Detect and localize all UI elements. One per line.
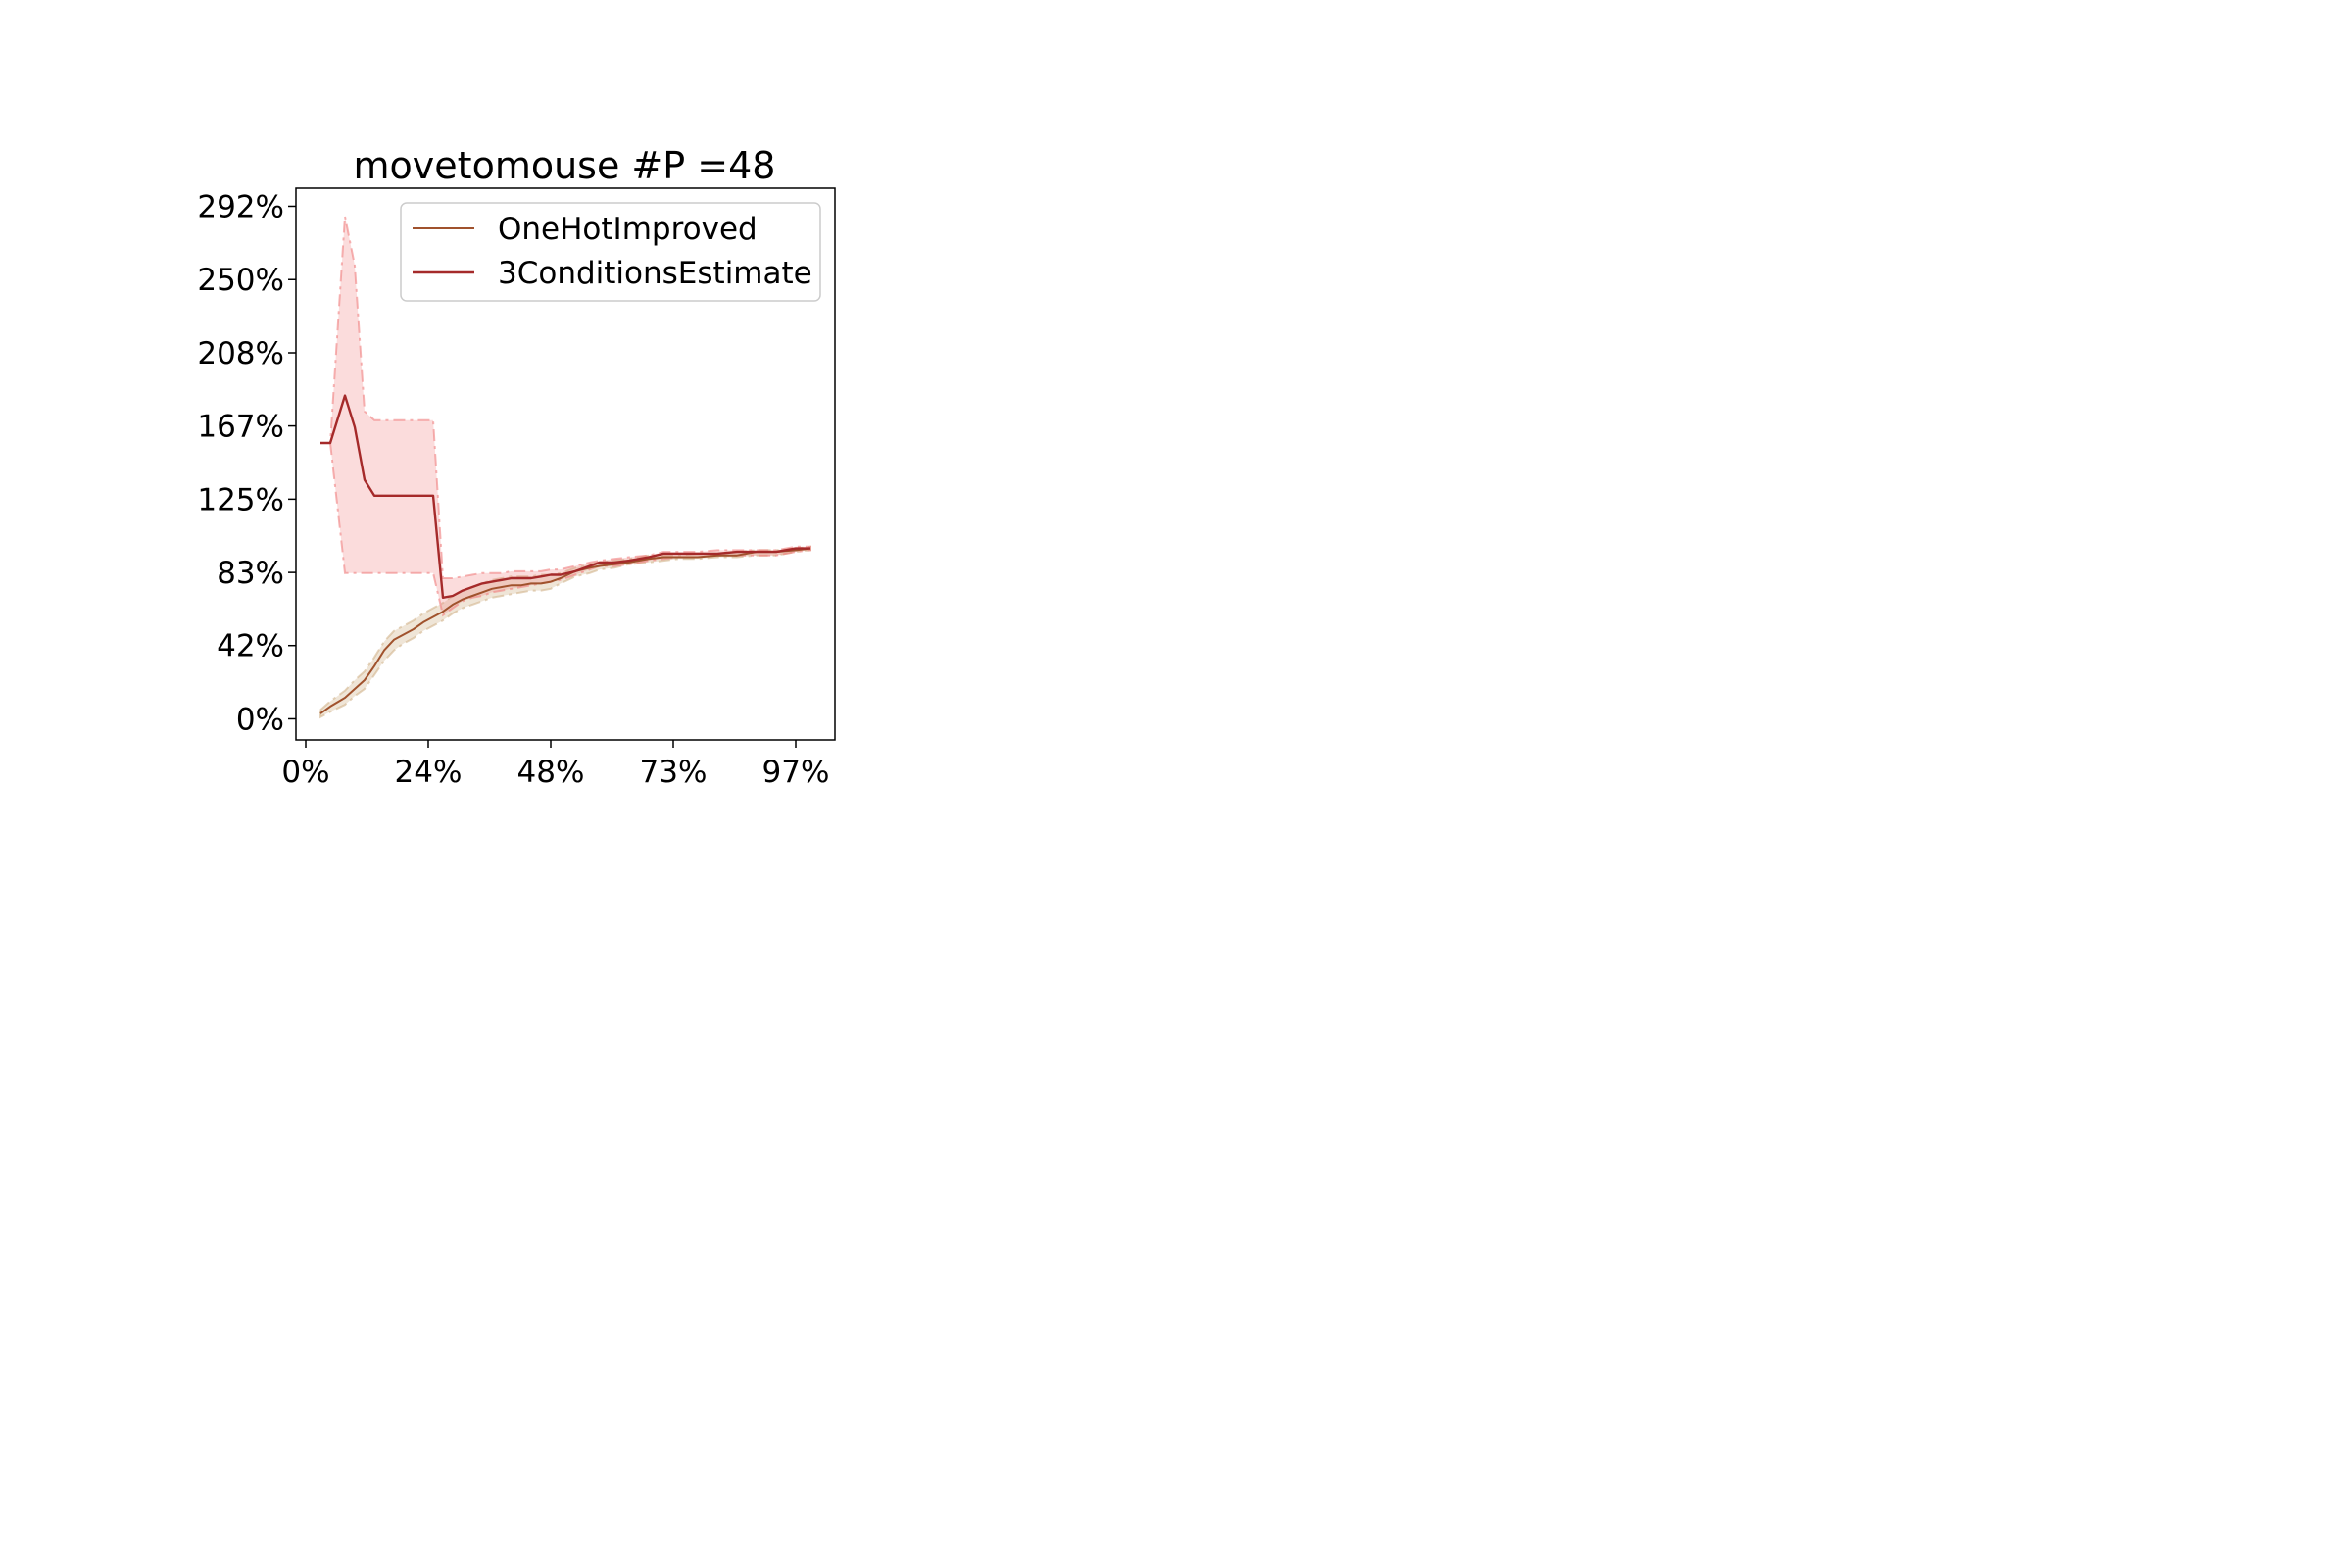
legend-box (400, 202, 821, 302)
y-tick-label-1: 42% (217, 629, 284, 664)
y-tick-label-7: 292% (197, 189, 284, 224)
legend-label-0: OneHotImproved (498, 212, 758, 247)
y-tick-label-3: 125% (197, 482, 284, 517)
y-tick-label-0: 0% (236, 702, 284, 737)
x-tick-label-0: 0% (281, 755, 329, 790)
x-tick-label-1: 24% (395, 755, 463, 790)
chart-title: movetomouse #P =48 (354, 144, 776, 187)
y-tick-label-4: 167% (197, 410, 284, 445)
y-tick-label-2: 83% (217, 556, 284, 591)
legend: OneHotImproved 3ConditionsEstimate (400, 202, 821, 302)
x-tick-label-2: 48% (517, 755, 585, 790)
y-tick-label-6: 250% (197, 263, 284, 298)
plot-frame (295, 187, 836, 741)
y-tick-label-5: 208% (197, 336, 284, 371)
line-series-1 (320, 394, 810, 599)
x-tick-label-4: 97% (762, 755, 830, 790)
y-axis: 0% 42% 83% 125% 167% 208% 250% 292% (197, 189, 296, 737)
legend-label-1: 3ConditionsEstimate (498, 256, 812, 291)
x-axis: 0% 24% 48% 73% 97% (281, 740, 829, 790)
series-lines (319, 394, 811, 714)
x-tick-label-3: 73% (640, 755, 708, 790)
line-series-0 (319, 547, 811, 714)
